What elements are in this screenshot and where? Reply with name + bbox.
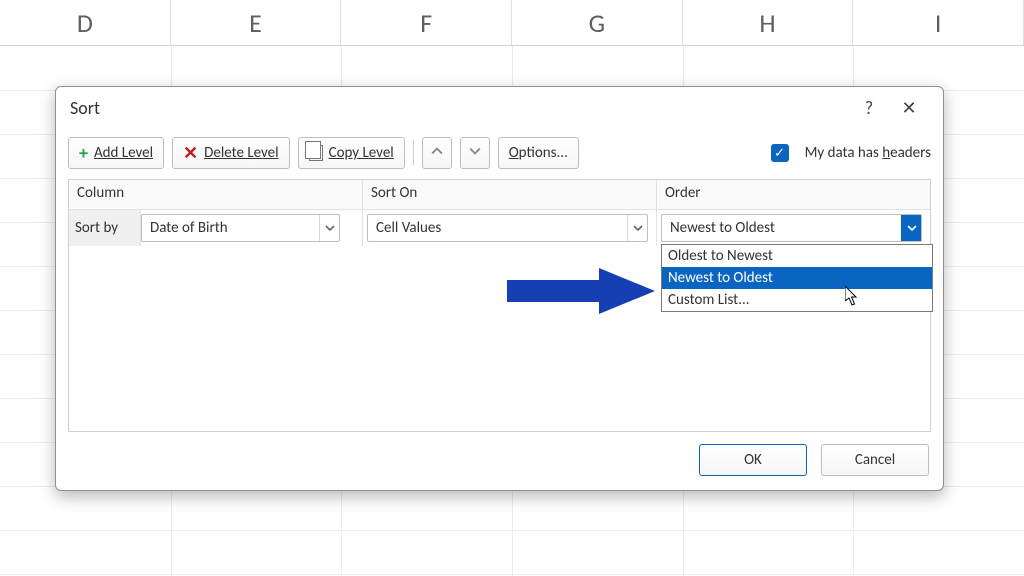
sort-on-value: Cell Values bbox=[376, 219, 441, 237]
sort-dialog: Sort ? ✕ + Add Level ✕ Delete Level Copy… bbox=[55, 86, 944, 491]
grid-header-row: Column Sort On Order bbox=[69, 180, 930, 210]
column-header-row: D E F G H I bbox=[0, 0, 1024, 46]
chevron-up-icon bbox=[431, 145, 443, 161]
chevron-down-icon bbox=[627, 215, 647, 241]
col-header[interactable]: E bbox=[171, 0, 342, 45]
headers-checkbox[interactable]: ✓ bbox=[771, 144, 789, 162]
cancel-button[interactable]: Cancel bbox=[821, 444, 929, 476]
delete-level-button[interactable]: ✕ Delete Level bbox=[172, 137, 290, 169]
sort-on-dropdown[interactable]: Cell Values bbox=[367, 214, 648, 242]
col-header[interactable]: D bbox=[0, 0, 171, 45]
close-button[interactable]: ✕ bbox=[889, 93, 929, 123]
col-header[interactable]: H bbox=[683, 0, 854, 45]
copy-level-button[interactable]: Copy Level bbox=[298, 137, 405, 169]
order-option[interactable]: Newest to Oldest bbox=[662, 267, 932, 289]
col-header[interactable]: F bbox=[341, 0, 512, 45]
chevron-down-icon bbox=[901, 215, 921, 241]
copy-icon bbox=[309, 145, 323, 161]
col-header[interactable]: I bbox=[853, 0, 1024, 45]
headers-label-post: eaders bbox=[890, 144, 931, 162]
dialog-title: Sort bbox=[70, 97, 100, 119]
headers-label-pre: My data has bbox=[805, 144, 883, 162]
delete-level-label: Delete Level bbox=[204, 144, 278, 162]
move-up-button[interactable] bbox=[422, 137, 452, 169]
header-column: Column bbox=[69, 180, 363, 209]
ok-button[interactable]: OK bbox=[699, 444, 807, 476]
titlebar: Sort ? ✕ bbox=[56, 87, 943, 129]
sort-column-dropdown[interactable]: Date of Birth bbox=[141, 214, 340, 242]
options-label: Options... bbox=[509, 144, 568, 162]
header-order: Order bbox=[657, 180, 930, 209]
toolbar: + Add Level ✕ Delete Level Copy Level Op… bbox=[56, 129, 943, 179]
sort-levels-grid: Column Sort On Order Sort by Date of Bir… bbox=[68, 179, 931, 432]
plus-icon: + bbox=[79, 142, 88, 164]
dialog-footer: OK Cancel bbox=[56, 432, 943, 490]
chevron-down-icon bbox=[319, 215, 339, 241]
header-sort-on: Sort On bbox=[363, 180, 657, 209]
col-header[interactable]: G bbox=[512, 0, 683, 45]
sort-column-value: Date of Birth bbox=[150, 219, 228, 237]
x-icon: ✕ bbox=[183, 142, 198, 164]
add-level-label: Add Level bbox=[94, 144, 153, 162]
move-down-button[interactable] bbox=[460, 137, 490, 169]
copy-level-label: Copy Level bbox=[329, 144, 394, 162]
headers-checkbox-label[interactable]: My data has headers bbox=[805, 144, 931, 162]
order-option[interactable]: Custom List... bbox=[662, 289, 932, 311]
order-dropdown-list[interactable]: Oldest to Newest Newest to Oldest Custom… bbox=[661, 244, 933, 312]
help-button[interactable]: ? bbox=[849, 93, 889, 123]
options-button[interactable]: Options... bbox=[498, 137, 579, 169]
order-option[interactable]: Oldest to Newest bbox=[662, 245, 932, 267]
row-label: Sort by bbox=[69, 210, 141, 246]
sort-level-row: Sort by Date of Birth Cell Values bbox=[69, 210, 930, 246]
toolbar-separator bbox=[413, 140, 414, 166]
order-dropdown[interactable]: Newest to Oldest bbox=[661, 214, 922, 242]
add-level-button[interactable]: + Add Level bbox=[68, 137, 164, 169]
chevron-down-icon bbox=[469, 145, 481, 161]
headers-label-u: h bbox=[882, 144, 890, 162]
order-value: Newest to Oldest bbox=[670, 219, 775, 237]
